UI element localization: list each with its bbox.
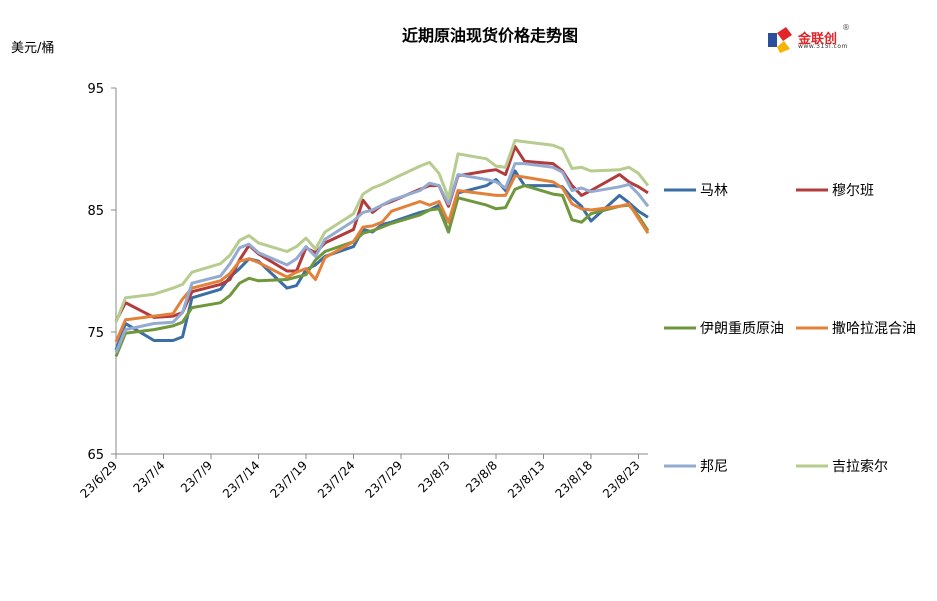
logo-subtext: www.315i.com	[798, 43, 848, 50]
x-tick-label: 23/7/29	[363, 458, 406, 501]
series-line-3	[114, 184, 650, 357]
x-tick-label: 23/8/18	[553, 458, 596, 501]
legend-label: 撒哈拉混合油	[832, 321, 916, 337]
series-line-6	[114, 139, 650, 323]
chart-title: 近期原油现货价格走势图	[401, 26, 578, 45]
series-line-2	[114, 145, 649, 322]
logo-text: 金联创	[798, 32, 838, 47]
x-tick-label: 23/8/8	[463, 458, 500, 495]
x-tick-label: 23/8/3	[415, 458, 452, 495]
series-line-4	[114, 174, 650, 343]
y-tick-label: 75	[87, 326, 104, 341]
legend-label: 邦尼	[700, 459, 728, 475]
x-tick-label: 23/8/13	[505, 458, 548, 501]
x-tick-label: 23/6/29	[78, 458, 121, 501]
company-logo: 金联创 www.315i.com ®	[766, 23, 856, 55]
legend-label: 吉拉索尔	[832, 458, 888, 475]
series-lines	[114, 139, 650, 357]
series-line-5	[114, 162, 650, 354]
x-tick-label: 23/7/14	[220, 458, 263, 501]
legend-label: 穆尔班	[832, 183, 874, 199]
y-tick-label: 65	[87, 448, 104, 463]
y-axis-unit-label: 美元/桶	[11, 41, 55, 56]
x-tick-label: 23/7/9	[178, 458, 215, 495]
x-tick-label: 23/8/23	[600, 458, 643, 501]
x-tick-label: 23/7/4	[130, 458, 167, 495]
x-tick-label: 23/7/24	[315, 458, 358, 501]
logo-registered-mark: ®	[842, 23, 850, 32]
y-tick-label: 95	[87, 82, 104, 97]
legend-label: 伊朗重质原油	[700, 321, 784, 337]
legend-label: 马林	[700, 183, 728, 199]
y-tick-label: 85	[87, 204, 104, 219]
x-tick-label: 23/7/19	[268, 458, 311, 501]
logo-mark-icon	[768, 27, 792, 53]
